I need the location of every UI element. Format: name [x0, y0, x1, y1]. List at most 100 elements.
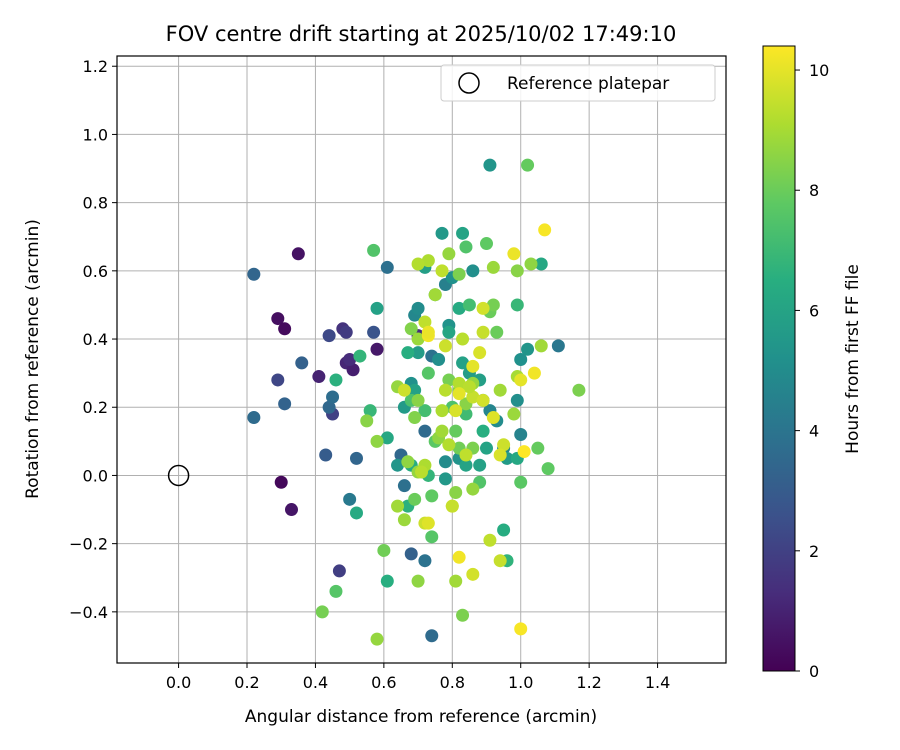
colorbar-tick-label: 0	[809, 662, 819, 681]
x-tick-label: 1.4	[645, 673, 670, 692]
data-point	[312, 370, 326, 384]
colorbar-tick-label: 8	[809, 181, 819, 200]
data-point	[466, 359, 480, 373]
data-points	[247, 158, 586, 646]
data-point	[435, 424, 449, 438]
data-point	[442, 373, 456, 387]
data-point	[527, 366, 541, 380]
data-point	[278, 397, 292, 411]
data-point	[322, 329, 336, 343]
data-point	[551, 339, 565, 353]
data-point	[497, 438, 511, 452]
legend-reference-marker	[458, 72, 480, 94]
data-point	[476, 301, 490, 315]
data-point	[538, 223, 552, 237]
data-point	[428, 288, 442, 302]
data-point	[408, 383, 422, 397]
data-point	[421, 516, 435, 530]
data-point	[517, 445, 531, 459]
data-point	[534, 339, 548, 353]
data-point	[418, 554, 432, 568]
data-point	[401, 346, 415, 360]
data-point	[349, 506, 363, 520]
data-point	[404, 547, 418, 561]
colorbar-tick-label: 2	[809, 542, 819, 561]
data-point	[476, 424, 490, 438]
data-point	[572, 383, 586, 397]
data-point	[326, 390, 340, 404]
y-tick-label: 0.4	[83, 330, 108, 349]
data-point	[349, 451, 363, 465]
data-point	[449, 574, 463, 588]
data-point	[442, 325, 456, 339]
data-point	[247, 410, 261, 424]
data-point	[480, 441, 494, 455]
data-point	[452, 550, 466, 564]
data-point	[442, 438, 456, 452]
data-point	[510, 298, 524, 312]
data-point	[435, 264, 449, 278]
data-point	[449, 485, 463, 499]
data-point	[521, 158, 535, 172]
data-point	[459, 407, 473, 421]
data-point	[493, 383, 507, 397]
reference-marker-group	[167, 464, 190, 487]
data-point	[421, 325, 435, 339]
data-point	[531, 441, 545, 455]
data-point	[514, 428, 528, 442]
x-axis-ticks: 0.0 0.2 0.4 0.6 0.8 1.0 1.2 1.4	[166, 663, 670, 692]
data-point	[411, 346, 425, 360]
data-point	[343, 353, 357, 366]
data-point	[274, 475, 288, 489]
chart-title: FOV centre drift starting at 2025/10/02 …	[166, 22, 677, 46]
data-point	[360, 414, 374, 428]
data-point	[363, 404, 377, 418]
data-point	[510, 264, 524, 278]
data-point	[435, 226, 449, 240]
data-point	[462, 298, 476, 312]
y-tick-label: 0.8	[83, 194, 108, 213]
data-point	[486, 298, 500, 312]
colorbar-tick-label: 4	[809, 422, 819, 441]
data-point	[278, 322, 292, 336]
data-point	[397, 383, 411, 397]
data-point	[329, 584, 343, 598]
data-point	[456, 356, 470, 370]
x-tick-label: 1.0	[508, 673, 533, 692]
data-point	[332, 564, 346, 578]
data-point	[452, 376, 466, 390]
data-point	[418, 315, 432, 329]
data-point	[425, 530, 439, 544]
data-point	[404, 322, 418, 336]
data-point	[438, 472, 452, 486]
data-point	[438, 339, 452, 353]
colorbar-tick-label: 6	[809, 301, 819, 320]
data-point	[411, 301, 425, 315]
data-point	[425, 489, 439, 503]
data-point	[291, 247, 305, 261]
y-tick-label: 1.2	[83, 57, 108, 76]
x-tick-label: 0.0	[166, 673, 191, 692]
data-point	[449, 404, 463, 418]
data-point	[466, 482, 480, 496]
data-point	[442, 247, 456, 261]
data-point	[339, 325, 353, 339]
data-point	[421, 366, 435, 380]
data-point	[514, 475, 528, 489]
data-point	[435, 404, 449, 418]
data-point	[493, 448, 507, 462]
data-point	[380, 574, 394, 588]
colorbar-ticks: 0 2 4 6 8 10	[795, 61, 829, 681]
data-point	[534, 257, 548, 271]
data-point	[425, 629, 439, 643]
x-axis-label: Angular distance from reference (arcmin)	[245, 707, 597, 727]
data-point	[271, 312, 285, 326]
data-point	[497, 523, 511, 537]
data-point	[418, 404, 432, 418]
data-point	[438, 383, 452, 397]
data-point	[322, 400, 336, 414]
data-point	[507, 407, 521, 421]
y-tick-label: 0.0	[83, 466, 108, 485]
data-point	[456, 332, 470, 346]
data-point	[411, 257, 425, 271]
